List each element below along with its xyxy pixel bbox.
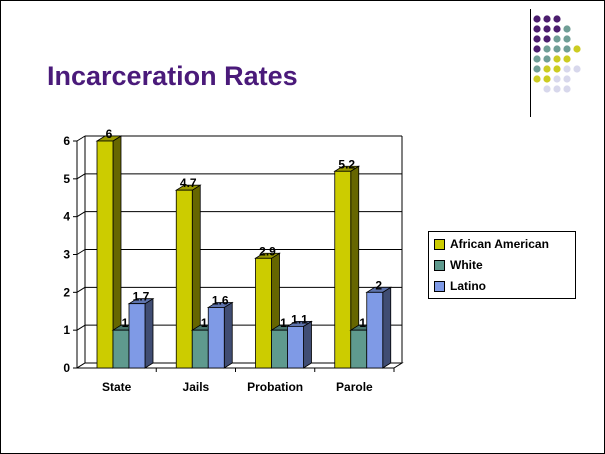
dot-icon bbox=[533, 55, 541, 63]
dot-icon bbox=[573, 65, 581, 73]
data-label: 2 bbox=[375, 278, 382, 292]
dot-icon bbox=[533, 75, 541, 83]
bar-front bbox=[191, 329, 209, 369]
bar-side bbox=[223, 301, 233, 369]
legend-swatch-african-american bbox=[434, 238, 445, 250]
bar-front bbox=[128, 303, 146, 369]
slide-title: Incarceration Rates bbox=[47, 61, 298, 91]
chart-legend: African American White Latino bbox=[428, 231, 576, 299]
decorative-dot-grid bbox=[533, 15, 581, 93]
gridline-depth bbox=[76, 211, 86, 218]
bar-front bbox=[112, 329, 130, 369]
dot-icon bbox=[543, 15, 551, 23]
bar-front bbox=[255, 257, 272, 369]
dot-icon bbox=[563, 85, 571, 93]
y-tick-label: 6 bbox=[63, 134, 70, 148]
gridline-depth bbox=[76, 324, 86, 331]
bar-front bbox=[366, 291, 384, 369]
bar-side bbox=[382, 286, 392, 369]
legend-label-african-american: African American bbox=[450, 237, 549, 251]
dot-icon bbox=[543, 25, 551, 33]
dot-icon bbox=[563, 45, 571, 53]
bar-african-american-state bbox=[95, 135, 123, 369]
gridline-depth bbox=[76, 249, 86, 255]
legend-item-african-american: African American bbox=[434, 235, 549, 253]
dot-icon bbox=[533, 15, 541, 23]
legend-label-white: White bbox=[450, 258, 483, 272]
legend-swatch-latino bbox=[434, 280, 445, 292]
data-label: 6 bbox=[106, 127, 113, 141]
y-tick-label: 1 bbox=[63, 323, 70, 337]
bar-latino-jails bbox=[206, 301, 234, 369]
bar-front bbox=[175, 189, 193, 369]
data-label: 5.2 bbox=[338, 157, 355, 171]
data-label: 4.7 bbox=[180, 176, 197, 190]
bar-latino-probation bbox=[286, 320, 313, 369]
y-tick-label: 4 bbox=[63, 210, 70, 224]
gridline-depth bbox=[76, 173, 86, 180]
x-tick-label: Parole bbox=[336, 380, 373, 394]
legend-item-white: White bbox=[434, 256, 483, 274]
legend-swatch-white bbox=[434, 259, 445, 271]
dot-icon bbox=[553, 65, 561, 73]
bar-side bbox=[303, 320, 312, 369]
bar-latino-parole bbox=[365, 286, 393, 369]
dot-icon bbox=[553, 15, 561, 23]
legend-label-latino: Latino bbox=[450, 279, 486, 293]
data-label: 1.7 bbox=[133, 290, 150, 304]
bar-latino-state bbox=[127, 297, 155, 369]
dot-icon bbox=[563, 25, 571, 33]
dot-icon bbox=[543, 35, 551, 43]
x-tick-label: Jails bbox=[183, 380, 210, 394]
bar-front bbox=[287, 325, 304, 369]
dot-icon bbox=[553, 75, 561, 83]
y-tick-label: 5 bbox=[63, 172, 70, 186]
data-label: 1.6 bbox=[212, 293, 229, 307]
title-divider bbox=[530, 9, 531, 117]
y-tick-label: 2 bbox=[63, 285, 70, 299]
data-label: 1 bbox=[359, 316, 366, 330]
data-label: 1.1 bbox=[291, 312, 308, 326]
dot-icon bbox=[563, 65, 571, 73]
y-tick-label: 0 bbox=[63, 361, 70, 375]
data-label: 1 bbox=[122, 316, 129, 330]
dot-icon bbox=[563, 35, 571, 43]
legend-item-latino: Latino bbox=[434, 277, 486, 295]
dot-icon bbox=[533, 25, 541, 33]
dot-icon bbox=[553, 45, 561, 53]
dot-icon bbox=[543, 75, 551, 83]
gridline-depth bbox=[76, 286, 86, 293]
bar-african-american-parole bbox=[333, 165, 361, 369]
dot-icon bbox=[543, 65, 551, 73]
dot-icon bbox=[543, 85, 551, 93]
dot-icon bbox=[533, 65, 541, 73]
x-tick-label: Probation bbox=[247, 380, 303, 394]
bar-front bbox=[207, 307, 225, 369]
x-tick-label: State bbox=[102, 380, 132, 394]
bar-front bbox=[96, 140, 114, 369]
dot-icon bbox=[563, 55, 571, 63]
dot-icon bbox=[533, 35, 541, 43]
data-label: 1 bbox=[280, 316, 287, 330]
dot-icon bbox=[533, 45, 541, 53]
dot-icon bbox=[543, 55, 551, 63]
y-tick-label: 3 bbox=[63, 248, 70, 262]
bar-front bbox=[271, 329, 288, 369]
bar-side bbox=[144, 297, 154, 369]
dot-icon bbox=[573, 45, 581, 53]
dot-icon bbox=[563, 75, 571, 83]
dot-icon bbox=[553, 55, 561, 63]
dot-icon bbox=[553, 85, 561, 93]
data-label: 1 bbox=[201, 316, 208, 330]
bar-front bbox=[350, 329, 368, 369]
gridline-depth bbox=[76, 135, 86, 142]
dot-icon bbox=[553, 35, 561, 43]
dot-icon bbox=[553, 25, 561, 33]
bar-front bbox=[334, 170, 352, 369]
data-label: 2.9 bbox=[259, 244, 276, 258]
dot-icon bbox=[543, 45, 551, 53]
